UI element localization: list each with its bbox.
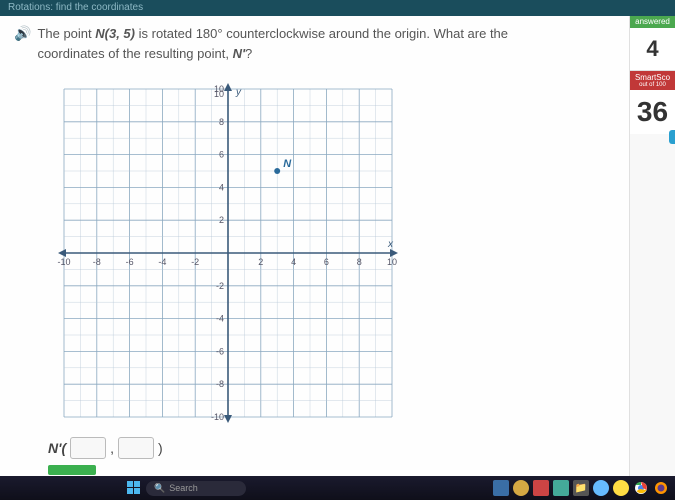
svg-text:10: 10 — [214, 89, 224, 99]
svg-text:2: 2 — [258, 257, 263, 267]
content-area: 🔊 The point N(3, 5) is rotated 180° coun… — [0, 16, 675, 476]
main-panel: 🔊 The point N(3, 5) is rotated 180° coun… — [0, 16, 629, 476]
side-tab-icon[interactable] — [669, 130, 675, 144]
question-text: The point N(3, 5) is rotated 180° counte… — [37, 24, 508, 63]
svg-text:-10: -10 — [57, 257, 70, 267]
svg-text:-4: -4 — [216, 314, 224, 324]
svg-text:8: 8 — [219, 117, 224, 127]
graph-svg: yx -10-10-8-8-6-6-4-4-2-222446688101010 … — [48, 73, 408, 433]
svg-text:2: 2 — [219, 215, 224, 225]
q-part: is rotated 180° counterclockwise around … — [135, 26, 508, 41]
taskbar-app-icon[interactable]: 📁 — [573, 480, 589, 496]
q-part: coordinates of the resulting point, — [37, 46, 232, 61]
taskbar-app-icon[interactable] — [553, 480, 569, 496]
taskbar-firefox-icon[interactable] — [653, 480, 669, 496]
q-point: N(3, 5) — [95, 26, 135, 41]
smartscore-subtitle: out of 100 — [632, 82, 673, 88]
smartscore-title: SmartSco — [635, 73, 670, 82]
questions-answered-count: 4 — [630, 28, 675, 71]
coordinate-graph[interactable]: yx -10-10-8-8-6-6-4-4-2-222446688101010 … — [48, 73, 408, 433]
taskbar-chrome-icon[interactable] — [633, 480, 649, 496]
submit-button[interactable] — [48, 465, 96, 475]
answered-badge: answered — [630, 16, 675, 28]
audio-icon[interactable]: 🔊 — [14, 25, 31, 42]
svg-text:-10: -10 — [211, 412, 224, 422]
q-part: The point — [37, 26, 95, 41]
answer-inputs: N'( , ) — [48, 437, 615, 459]
taskbar-app-icon[interactable] — [593, 480, 609, 496]
answer-sep: , — [110, 440, 114, 456]
q-nprime: N' — [233, 46, 245, 61]
svg-text:-2: -2 — [216, 281, 224, 291]
search-icon: 🔍 — [154, 483, 165, 494]
svg-text:x: x — [387, 239, 394, 250]
taskbar-app-icon[interactable] — [513, 480, 529, 496]
search-placeholder: Search — [169, 483, 198, 493]
question-row: 🔊 The point N(3, 5) is rotated 180° coun… — [14, 24, 615, 63]
smartscore-label: SmartSco out of 100 — [630, 71, 675, 90]
taskbar-app-icon[interactable] — [533, 480, 549, 496]
svg-text:4: 4 — [291, 257, 296, 267]
svg-text:10: 10 — [387, 257, 397, 267]
svg-text:-6: -6 — [216, 346, 224, 356]
svg-text:6: 6 — [219, 150, 224, 160]
taskbar-app-icon[interactable] — [493, 480, 509, 496]
windows-taskbar[interactable]: 🔍 Search 📁 — [0, 476, 675, 500]
breadcrumb-text: Rotations: find the coordinates — [8, 2, 143, 13]
svg-text:-6: -6 — [126, 257, 134, 267]
q-part: ? — [245, 46, 252, 61]
y-coordinate-input[interactable] — [118, 437, 154, 459]
answer-prefix: N'( — [48, 440, 66, 456]
svg-text:-2: -2 — [191, 257, 199, 267]
taskbar-search[interactable]: 🔍 Search — [146, 481, 246, 496]
svg-text:6: 6 — [324, 257, 329, 267]
svg-text:y: y — [235, 87, 242, 98]
stats-sidebar: answered 4 SmartSco out of 100 36 — [629, 16, 675, 476]
answer-suffix: ) — [158, 440, 163, 456]
x-coordinate-input[interactable] — [70, 437, 106, 459]
breadcrumb-bar: Rotations: find the coordinates — [0, 0, 675, 16]
taskbar-app-icon[interactable] — [613, 480, 629, 496]
start-button[interactable] — [126, 480, 142, 496]
svg-text:-8: -8 — [93, 257, 101, 267]
svg-text:8: 8 — [357, 257, 362, 267]
smartscore-value: 36 — [630, 90, 675, 134]
svg-text:N: N — [283, 158, 292, 170]
svg-text:-8: -8 — [216, 379, 224, 389]
svg-text:4: 4 — [219, 182, 224, 192]
svg-text:-4: -4 — [158, 257, 166, 267]
